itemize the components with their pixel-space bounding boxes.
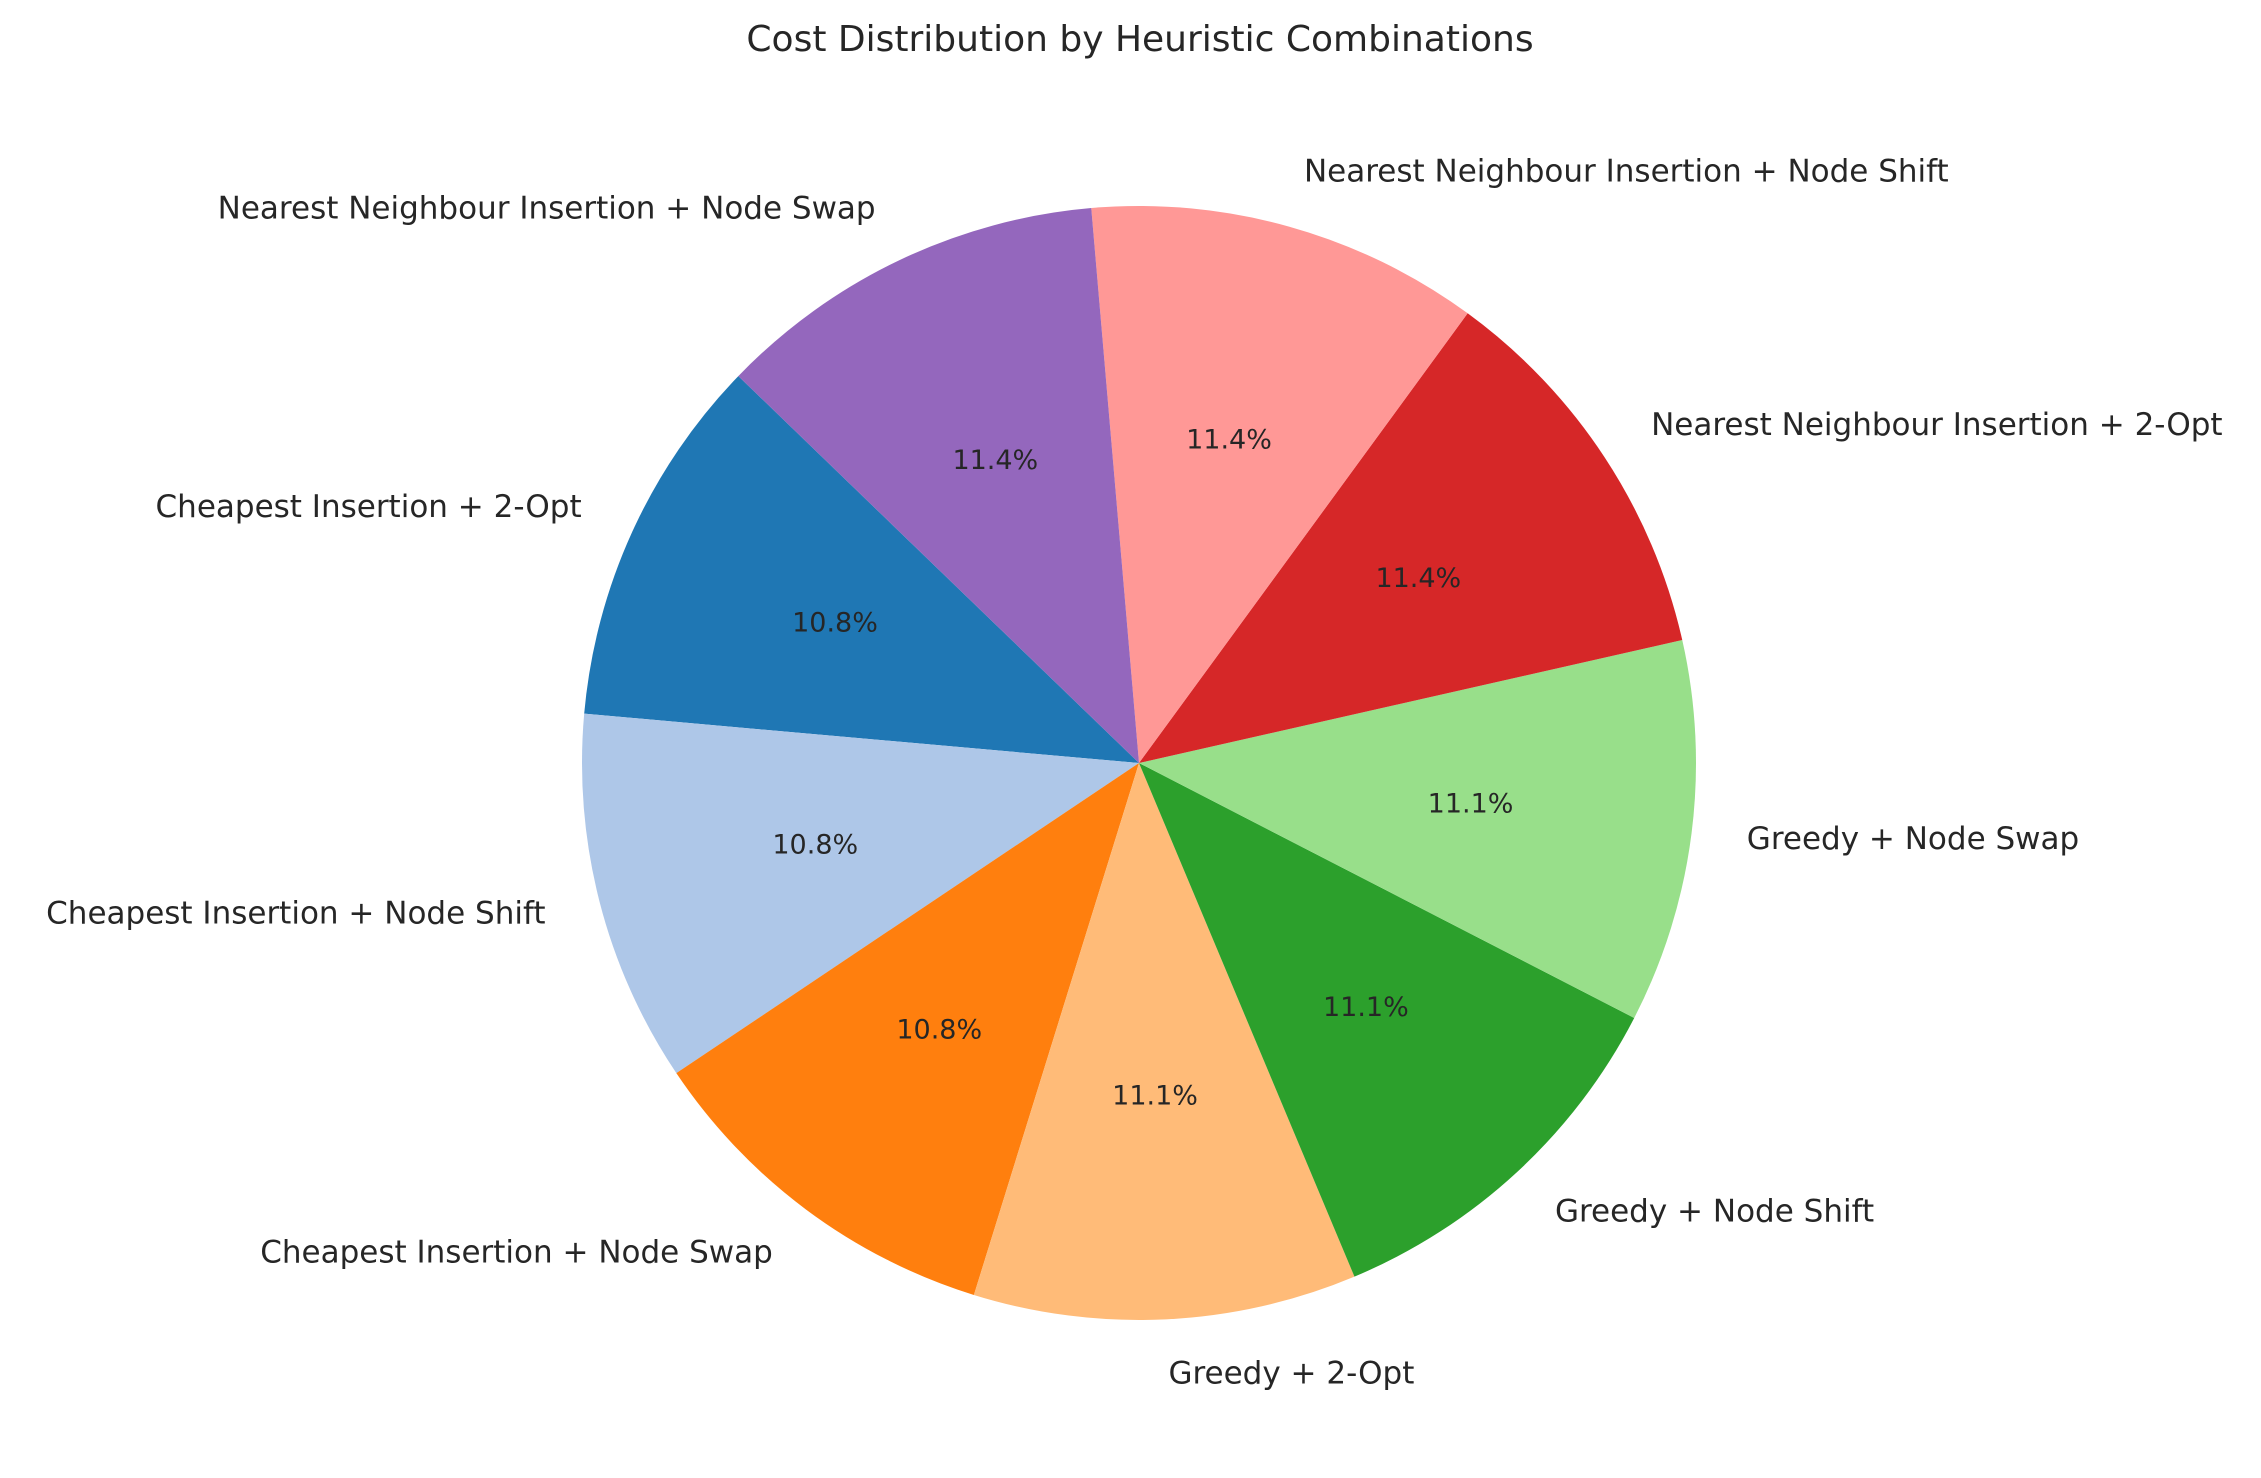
pie-slice-nearest-neighbour-insertion-node-shift	[1091, 206, 1468, 764]
pie-slice-nearest-neighbour-insertion-2-opt	[1139, 313, 1683, 763]
pie-slice-nearest-neighbour-insertion-node-swap	[738, 208, 1139, 764]
slice-label: Nearest Neighbour Insertion + 2-Opt	[1651, 407, 2222, 443]
slice-percent-label: 11.1%	[1428, 789, 1514, 820]
pie-slice-greedy-node-swap	[1139, 640, 1696, 1018]
labels-layer: Cheapest Insertion + 2-Opt 10.8% Cheapest …	[46, 153, 2222, 1391]
slice-label: Greedy + Node Swap	[1747, 821, 2079, 857]
slice-percent-label: 10.8%	[772, 829, 858, 860]
slice-label: Cheapest Insertion + Node Swap	[260, 1235, 773, 1271]
slice-label: Greedy + 2-Opt	[1168, 1355, 1414, 1391]
chart-title: Cost Distribution by Heuristic Combinati…	[746, 19, 1533, 60]
pie-slice-cheapest-insertion-node-shift	[581, 713, 1139, 1074]
slice-label: Cheapest Insertion + Node Shift	[46, 896, 545, 932]
pie-slice-cheapest-insertion-2-opt	[584, 376, 1139, 763]
slice-percent-label: 10.8%	[792, 608, 878, 639]
slice-label: Cheapest Insertion + 2-Opt	[156, 489, 582, 525]
slices-layer	[581, 206, 1696, 1321]
pie-slice-greedy-2-opt	[973, 763, 1355, 1321]
slice-percent-label: 11.1%	[1112, 1080, 1198, 1111]
slice-percent-label: 11.4%	[1375, 563, 1461, 594]
pie-slice-greedy-node-shift	[1139, 763, 1635, 1277]
slice-label: Greedy + Node Shift	[1555, 1193, 1874, 1229]
slice-percent-label: 11.1%	[1323, 992, 1409, 1023]
pie-slice-cheapest-insertion-node-swap	[676, 763, 1139, 1295]
slice-label: Nearest Neighbour Insertion + Node Shift	[1304, 153, 1949, 189]
slice-label: Nearest Neighbour Insertion + Node Swap	[218, 190, 876, 226]
slice-percent-label: 10.8%	[896, 1014, 982, 1045]
slice-percent-label: 11.4%	[1186, 425, 1272, 456]
slice-percent-label: 11.4%	[952, 445, 1038, 476]
